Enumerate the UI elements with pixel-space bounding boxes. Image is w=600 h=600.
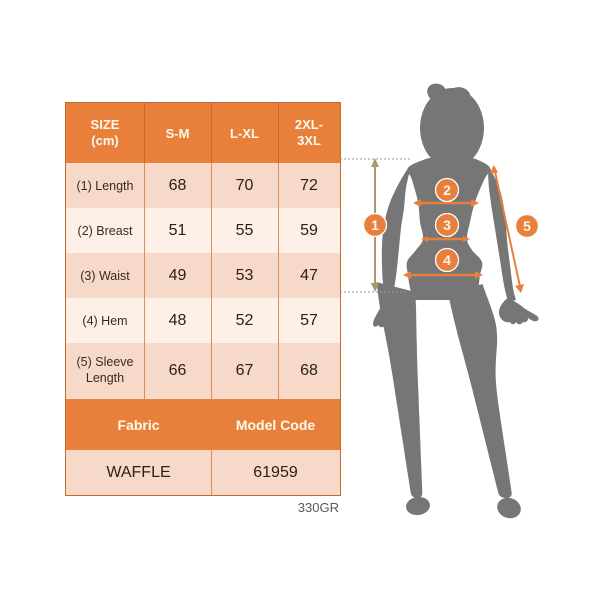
svg-text:4: 4 [443, 252, 451, 268]
svg-text:5: 5 [523, 218, 531, 234]
svg-text:1: 1 [371, 217, 379, 233]
svg-text:3: 3 [443, 217, 451, 233]
svg-text:2: 2 [443, 182, 451, 198]
